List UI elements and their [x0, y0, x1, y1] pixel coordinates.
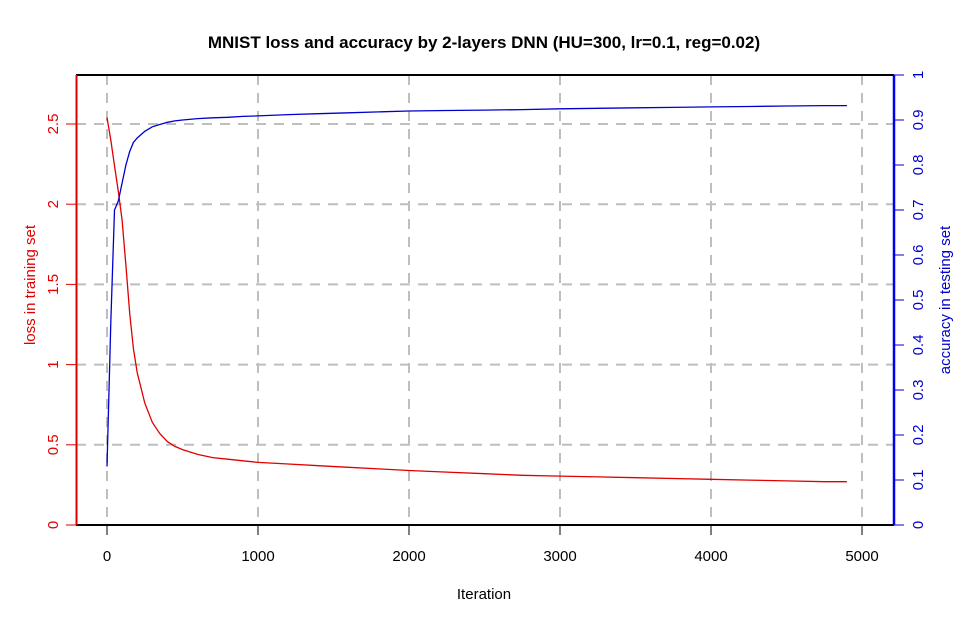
x-tick-label: 5000	[845, 548, 878, 565]
left-tick-label: 1	[45, 360, 62, 368]
left-tick-label: 0	[45, 521, 62, 529]
x-tick-label: 4000	[694, 548, 727, 565]
left-tick-label: 2	[45, 200, 62, 208]
right-tick-label: 0.8	[910, 155, 927, 176]
right-tick-label: 0.9	[910, 110, 927, 131]
right-tick-label: 1	[910, 71, 927, 79]
right-tick-label: 0.7	[910, 200, 927, 221]
grid-lines	[76, 75, 894, 525]
accuracy-line	[106, 104, 847, 467]
right-axis-ticks: 0 0.1 0.2 0.3 0.4 0.5 0.6 0.7 0.8 0.9 1	[894, 71, 927, 529]
loss-line	[106, 117, 847, 483]
chart-title: MNIST loss and accuracy by 2-layers DNN …	[208, 33, 760, 52]
left-tick-label: 1.5	[45, 274, 62, 295]
right-tick-label: 0	[910, 521, 927, 529]
right-tick-label: 0.2	[910, 425, 927, 446]
right-tick-label: 0.4	[910, 335, 927, 356]
x-axis-title: Iteration	[457, 586, 511, 603]
x-tick-label: 1000	[241, 548, 274, 565]
left-tick-label: 2.5	[45, 114, 62, 135]
right-tick-label: 0.6	[910, 245, 927, 266]
left-axis-title: loss in training set	[22, 224, 39, 345]
x-tick-label: 2000	[392, 548, 425, 565]
series-layer	[106, 104, 847, 483]
left-axis-ticks: 0 0.5 1 1.5 2 2.5	[45, 114, 76, 529]
right-tick-label: 0.3	[910, 380, 927, 401]
right-tick-label: 0.5	[910, 290, 927, 311]
left-tick-label: 0.5	[45, 434, 62, 455]
x-axis-ticks: 0 1000 2000 3000 4000 5000	[103, 525, 879, 565]
right-tick-label: 0.1	[910, 470, 927, 491]
x-tick-label: 0	[103, 548, 111, 565]
x-tick-label: 3000	[543, 548, 576, 565]
right-axis-title: accuracy in testing set	[937, 225, 954, 374]
